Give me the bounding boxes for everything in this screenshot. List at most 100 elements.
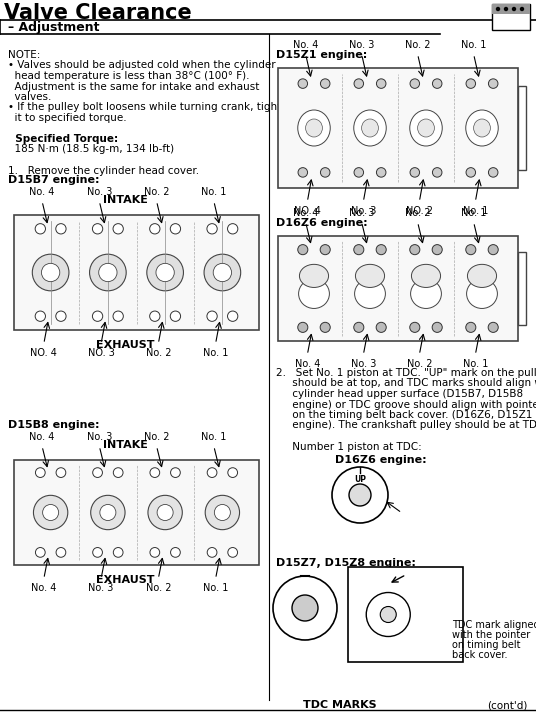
Circle shape — [150, 224, 160, 234]
Circle shape — [320, 322, 330, 332]
Circle shape — [42, 505, 58, 520]
Circle shape — [150, 548, 160, 558]
Text: should be at top, and TDC marks should align with: should be at top, and TDC marks should a… — [276, 379, 536, 389]
Circle shape — [170, 224, 181, 234]
Bar — [14, 215, 259, 330]
Circle shape — [410, 245, 420, 255]
Ellipse shape — [467, 279, 497, 309]
Circle shape — [488, 168, 498, 177]
Bar — [14, 460, 259, 565]
Circle shape — [204, 254, 241, 291]
Text: TDC MARKS: TDC MARKS — [303, 700, 377, 710]
Circle shape — [156, 263, 174, 282]
Bar — [492, 4, 530, 30]
Text: NO. 2: NO. 2 — [406, 206, 433, 216]
Text: No. 3: No. 3 — [87, 432, 112, 442]
Circle shape — [100, 505, 116, 520]
Text: NO. 4: NO. 4 — [31, 348, 57, 358]
Ellipse shape — [412, 265, 441, 287]
Circle shape — [90, 254, 126, 291]
Text: No. 2: No. 2 — [145, 583, 171, 593]
Ellipse shape — [355, 265, 384, 287]
Text: No. 1: No. 1 — [203, 348, 228, 358]
Text: Adjustment is the same for intake and exhaust: Adjustment is the same for intake and ex… — [8, 81, 259, 91]
Circle shape — [91, 496, 125, 530]
Circle shape — [150, 311, 160, 322]
Bar — [518, 86, 526, 170]
Circle shape — [410, 322, 420, 332]
Ellipse shape — [354, 110, 386, 146]
Circle shape — [332, 467, 388, 523]
Text: No. 4: No. 4 — [31, 583, 56, 593]
Circle shape — [466, 168, 475, 177]
Circle shape — [380, 607, 396, 622]
Circle shape — [150, 468, 160, 478]
Circle shape — [147, 254, 183, 291]
Text: EXHAUST: EXHAUST — [96, 340, 154, 350]
Ellipse shape — [467, 265, 496, 287]
Circle shape — [35, 468, 45, 478]
Text: No. 3: No. 3 — [349, 208, 374, 218]
Ellipse shape — [418, 119, 434, 137]
Circle shape — [512, 8, 516, 11]
Text: • If the pulley bolt loosens while turning crank, tighten: • If the pulley bolt loosens while turni… — [8, 103, 294, 113]
Circle shape — [205, 496, 240, 530]
Circle shape — [433, 168, 442, 177]
Text: No. 1: No. 1 — [201, 432, 227, 442]
Circle shape — [227, 311, 238, 322]
Ellipse shape — [355, 279, 385, 309]
Circle shape — [298, 168, 308, 177]
Circle shape — [432, 322, 442, 332]
Circle shape — [354, 168, 363, 177]
Ellipse shape — [306, 119, 322, 137]
Text: • Valves should be adjusted cold when the cylinder: • Valves should be adjusted cold when th… — [8, 61, 276, 71]
Circle shape — [504, 8, 508, 11]
Circle shape — [410, 79, 420, 88]
Text: TDC mark aligned: TDC mark aligned — [452, 620, 536, 630]
Text: UP: UP — [354, 474, 366, 483]
Text: No. 1: No. 1 — [461, 40, 486, 50]
Bar — [278, 68, 518, 188]
Circle shape — [321, 79, 330, 88]
Circle shape — [354, 245, 364, 255]
Text: Specified Torque:: Specified Torque: — [8, 134, 118, 144]
Circle shape — [298, 245, 308, 255]
Text: Number 1 piston at TDC:: Number 1 piston at TDC: — [276, 441, 422, 451]
Circle shape — [354, 322, 364, 332]
Text: No. 4: No. 4 — [293, 40, 318, 50]
Text: D16Z6 engine:: D16Z6 engine: — [276, 218, 368, 228]
Circle shape — [376, 245, 386, 255]
Text: No. 3: No. 3 — [349, 40, 374, 50]
Circle shape — [376, 322, 386, 332]
Text: No. 1: No. 1 — [201, 187, 227, 197]
Text: No. 1: No. 1 — [461, 208, 486, 218]
Circle shape — [207, 468, 217, 478]
Circle shape — [33, 496, 68, 530]
Circle shape — [298, 79, 308, 88]
Text: cylinder head upper surface (D15B7, D15B8: cylinder head upper surface (D15B7, D15B… — [276, 389, 523, 399]
Text: No. 4: No. 4 — [29, 432, 55, 442]
Circle shape — [99, 263, 117, 282]
Text: No. 3: No. 3 — [88, 583, 114, 593]
Circle shape — [93, 468, 102, 478]
Circle shape — [35, 311, 46, 322]
Circle shape — [56, 311, 66, 322]
Circle shape — [321, 168, 330, 177]
Circle shape — [214, 505, 230, 520]
Text: it to specified torque.: it to specified torque. — [8, 113, 126, 123]
Circle shape — [466, 79, 475, 88]
Ellipse shape — [410, 110, 442, 146]
Circle shape — [228, 548, 237, 558]
Circle shape — [207, 224, 217, 234]
Text: INTAKE: INTAKE — [102, 195, 147, 205]
Circle shape — [207, 311, 217, 322]
Text: NO. 4: NO. 4 — [294, 206, 321, 216]
Text: No. 2: No. 2 — [145, 348, 171, 358]
Text: on timing belt: on timing belt — [452, 640, 520, 650]
Circle shape — [170, 311, 181, 322]
Circle shape — [207, 548, 217, 558]
Bar — [518, 252, 526, 325]
Circle shape — [157, 505, 173, 520]
Ellipse shape — [466, 110, 498, 146]
Circle shape — [170, 468, 180, 478]
